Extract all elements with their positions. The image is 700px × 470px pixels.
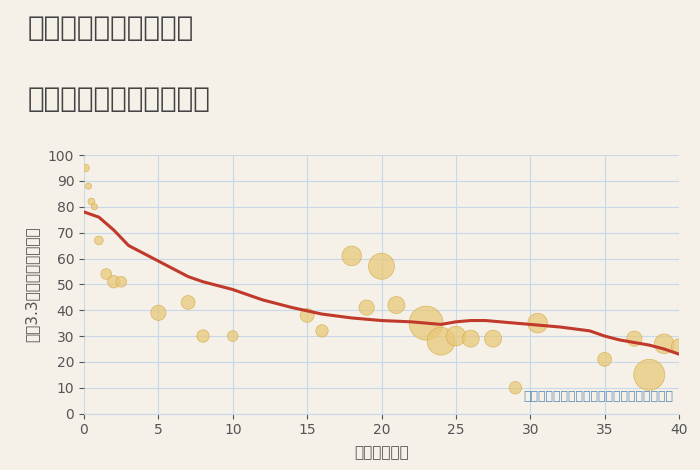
Point: [673, 343, 685, 350]
Point: [599, 355, 610, 363]
Point: [346, 252, 357, 259]
Point: [197, 332, 209, 340]
Point: [93, 236, 104, 244]
Point: [83, 182, 94, 190]
Point: [80, 164, 91, 172]
Text: 築年数別中古戸建て価格: 築年数別中古戸建て価格: [28, 85, 211, 113]
Point: [316, 327, 328, 335]
Text: 円の大きさは、取引のあった物件面積を示す: 円の大きさは、取引のあった物件面積を示す: [523, 390, 673, 403]
Point: [644, 371, 655, 379]
X-axis label: 築年数（年）: 築年数（年）: [354, 446, 409, 461]
Point: [659, 340, 670, 347]
Y-axis label: 坪（3.3㎡）単価（万円）: 坪（3.3㎡）単価（万円）: [25, 227, 40, 342]
Point: [227, 332, 238, 340]
Point: [302, 312, 313, 319]
Point: [116, 278, 127, 285]
Point: [391, 301, 402, 309]
Point: [450, 332, 461, 340]
Point: [361, 304, 372, 311]
Point: [89, 203, 100, 211]
Point: [108, 278, 119, 285]
Point: [153, 309, 164, 317]
Point: [510, 384, 521, 392]
Point: [101, 270, 112, 278]
Point: [629, 335, 640, 342]
Text: 三重県四日市市午起の: 三重県四日市市午起の: [28, 14, 195, 42]
Point: [487, 335, 498, 342]
Point: [376, 262, 387, 270]
Point: [421, 320, 432, 327]
Point: [532, 320, 543, 327]
Point: [86, 198, 97, 205]
Point: [465, 335, 476, 342]
Point: [435, 337, 447, 345]
Point: [183, 299, 194, 306]
